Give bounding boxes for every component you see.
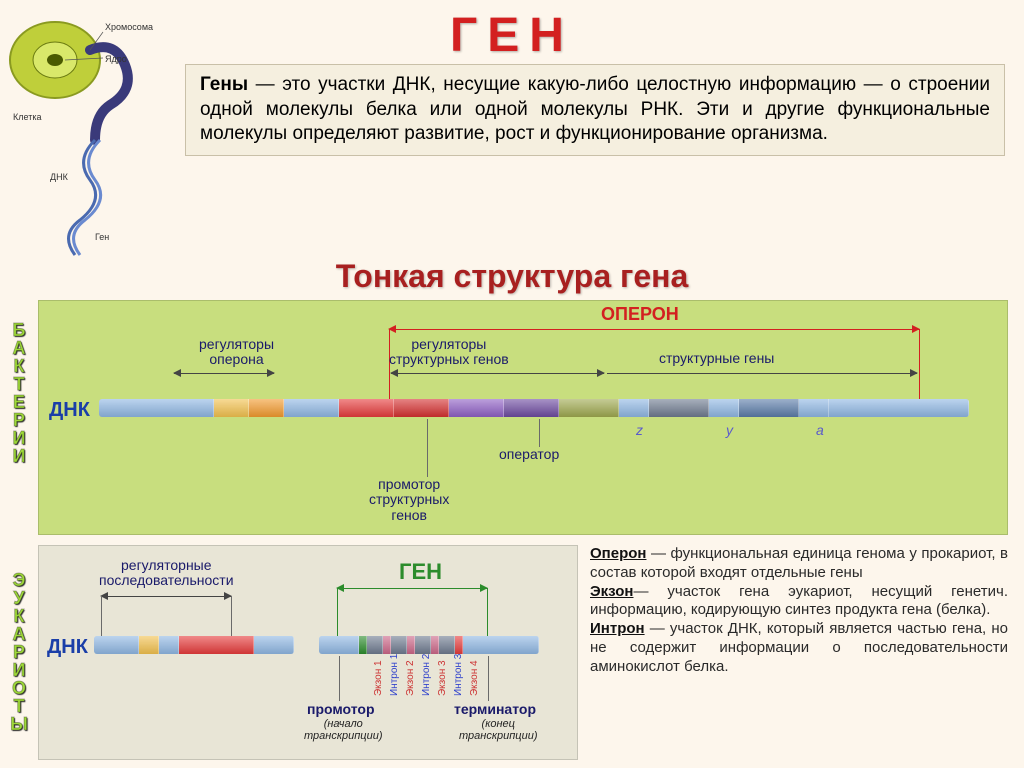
definitions-block: Оперон — функциональная единица генома у…: [590, 545, 1008, 676]
side-label-bacteria: БАКТЕРИИ: [8, 320, 29, 464]
euk-left-track: [94, 636, 294, 654]
subtitle: Тонкая структура гена: [0, 258, 1024, 295]
label-terminator: терминатор: [454, 702, 536, 717]
gen-label: ГЕН: [399, 560, 442, 584]
label-operator: оператор: [499, 447, 559, 462]
label-promoter-sub: (начало транскрипции): [304, 718, 383, 742]
page-title: ГЕН: [0, 8, 1024, 63]
definition-text: — это участки ДНК, несущие какую-либо це…: [200, 74, 990, 144]
bacteria-dna-track: [99, 399, 969, 417]
label-reg-seq: регуляторные последовательности: [99, 558, 234, 589]
eukaryote-panel: ДНК регуляторные последовательности ГЕН …: [38, 545, 578, 760]
definition-box: Гены — это участки ДНК, несущие какую-ли…: [185, 64, 1005, 156]
svg-text:Ген: Ген: [95, 232, 109, 242]
label-promoter: промотор: [307, 702, 375, 717]
svg-text:Клетка: Клетка: [13, 112, 41, 122]
label-terminator-sub: (конец транскрипции): [459, 718, 538, 742]
definition-lead: Гены: [200, 74, 248, 95]
euk-right-track: [319, 636, 539, 654]
dna-label-euk: ДНК: [47, 636, 88, 659]
label-struct-genes: структурные гены: [659, 351, 774, 366]
operon-arrow: [389, 329, 919, 330]
label-reg-operon: регуляторы оперона: [199, 337, 274, 368]
dna-label-bact: ДНК: [49, 399, 90, 422]
svg-text:ДНК: ДНК: [50, 172, 69, 182]
side-label-eukaryote: ЭУКАРИОТЫ: [8, 570, 29, 732]
bacteria-panel: ДНК ОПЕРОН регуляторы оперона регуляторы…: [38, 300, 1008, 535]
label-reg-struct: регуляторы структурных генов: [389, 337, 509, 368]
operon-label: ОПЕРОН: [601, 305, 679, 325]
label-promoter-struct: промотор структурных генов: [369, 477, 449, 523]
